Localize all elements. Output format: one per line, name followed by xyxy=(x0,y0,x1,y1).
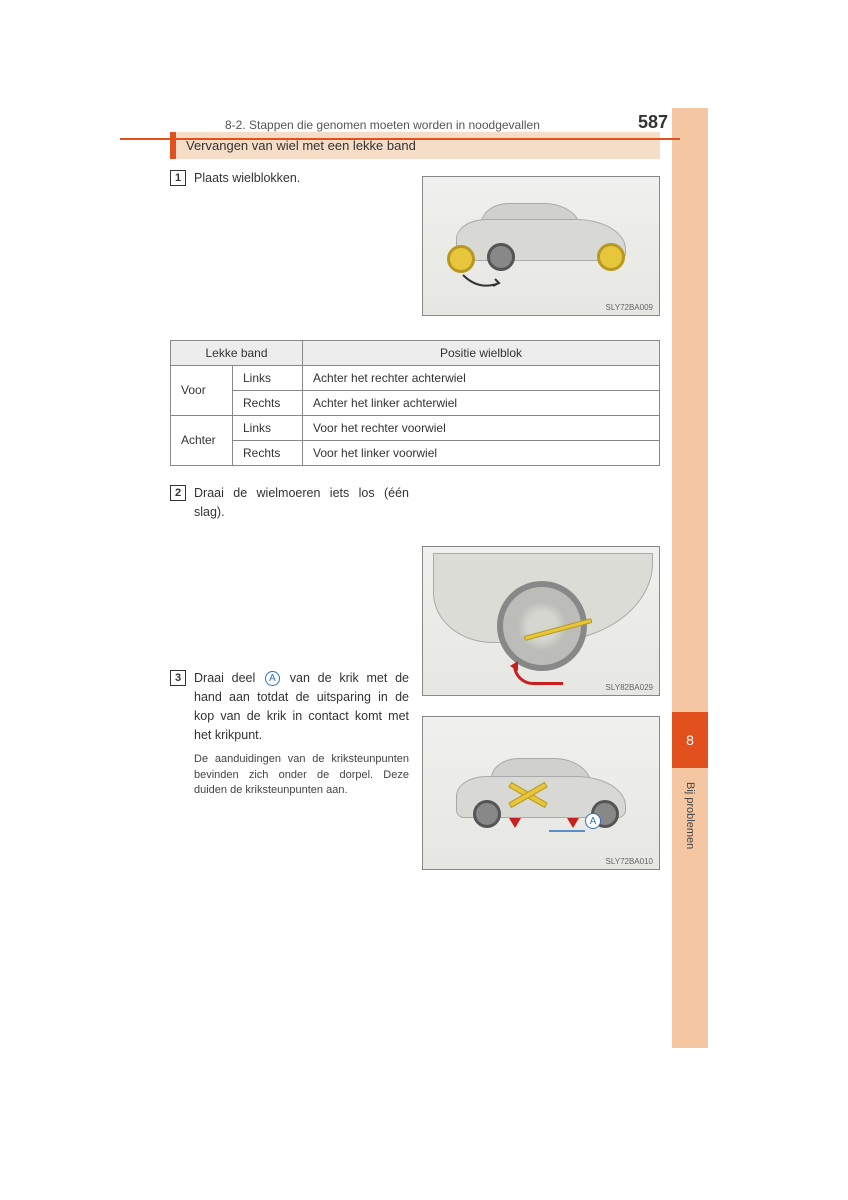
content-area: Vervangen van wiel met een lekke band 1 … xyxy=(170,132,660,798)
step-2: 2 Draai de wielmoeren iets los (één slag… xyxy=(170,484,660,522)
table-row: Rechts Voor het linker voorwiel xyxy=(171,440,660,465)
table-row: Achter Links Voor het rechter voorwiel xyxy=(171,415,660,440)
cell-side: Links xyxy=(233,415,303,440)
illustration-wheel-chocks: SLY72BA009 xyxy=(422,176,660,316)
side-tab-background xyxy=(672,108,708,1048)
step-3-text: Draai deel A van de krik met de hand aan… xyxy=(194,669,409,744)
illustration-loosen-nuts: SLY82BA029 xyxy=(422,546,660,696)
illustration-code-1: SLY72BA009 xyxy=(606,303,653,312)
step-1-number: 1 xyxy=(170,170,186,186)
step-2-number: 2 xyxy=(170,485,186,501)
page-number: 587 xyxy=(638,112,668,133)
step-3-number: 3 xyxy=(170,670,186,686)
rotate-arrow-icon xyxy=(513,665,563,685)
th-block-position: Positie wielblok xyxy=(303,340,660,365)
chapter-label-text: Bij problemen xyxy=(684,782,696,849)
step-3-pre: Draai deel xyxy=(194,671,263,685)
jack-icon xyxy=(505,779,549,809)
table-row: Rechts Achter het linker achterwiel xyxy=(171,390,660,415)
cell-voor: Voor xyxy=(171,365,233,415)
cell-pos: Achter het rechter achterwiel xyxy=(303,365,660,390)
header-divider xyxy=(120,138,680,140)
section-breadcrumb: 8-2. Stappen die genomen moeten worden i… xyxy=(225,118,540,132)
cell-achter: Achter xyxy=(171,415,233,465)
chapter-number-tab: 8 xyxy=(672,712,708,768)
table-row: Voor Links Achter het rechter achterwiel xyxy=(171,365,660,390)
cell-pos: Voor het linker voorwiel xyxy=(303,440,660,465)
illustration-code-3: SLY72BA010 xyxy=(606,857,653,866)
curved-arrow-icon xyxy=(461,273,501,291)
spare-wheel-icon xyxy=(447,245,475,273)
chapter-label-vertical: Bij problemen xyxy=(672,782,708,902)
cell-pos: Achter het linker achterwiel xyxy=(303,390,660,415)
illustration-code-2: SLY82BA029 xyxy=(606,683,653,692)
arrow-down-icon xyxy=(509,818,521,828)
manual-page: 8 Bij problemen 8-2. Stappen die genomen… xyxy=(0,0,848,1200)
step-2-text: Draai de wielmoeren iets los (één slag). xyxy=(194,484,409,522)
label-a-inline: A xyxy=(265,671,280,686)
car-drawing-1 xyxy=(441,201,641,291)
label-a-callout: A xyxy=(585,813,601,829)
cell-side: Rechts xyxy=(233,390,303,415)
wheel-block-table: Lekke band Positie wielblok Voor Links A… xyxy=(170,340,660,466)
chapter-number: 8 xyxy=(686,732,694,748)
cell-pos: Voor het rechter voorwiel xyxy=(303,415,660,440)
cell-side: Links xyxy=(233,365,303,390)
illustration-jack-position: A SLY72BA010 xyxy=(422,716,660,870)
chock-icon xyxy=(597,243,625,271)
step-1-text: Plaats wielblokken. xyxy=(194,169,409,188)
step-3-subtext: De aanduidingen van de kriksteunpunten b… xyxy=(194,752,409,798)
th-flat-tire: Lekke band xyxy=(171,340,303,365)
cell-side: Rechts xyxy=(233,440,303,465)
subheading: Vervangen van wiel met een lekke band xyxy=(170,132,660,159)
